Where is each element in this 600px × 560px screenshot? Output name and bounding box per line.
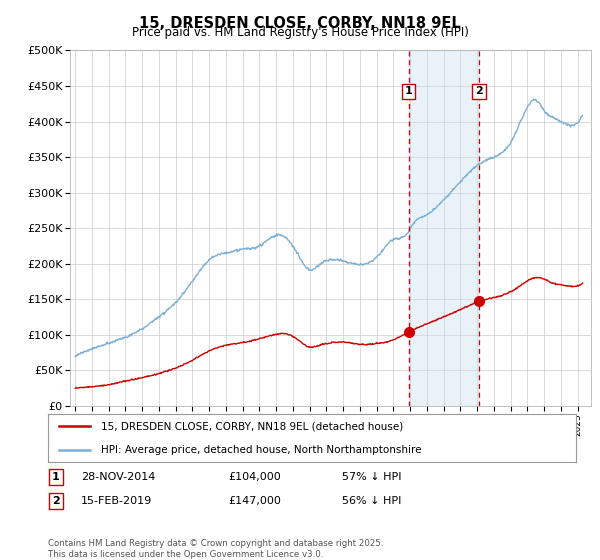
Text: 2: 2 — [52, 496, 59, 506]
Text: Price paid vs. HM Land Registry's House Price Index (HPI): Price paid vs. HM Land Registry's House … — [131, 26, 469, 39]
Text: 28-NOV-2014: 28-NOV-2014 — [81, 472, 155, 482]
Text: Contains HM Land Registry data © Crown copyright and database right 2025.
This d: Contains HM Land Registry data © Crown c… — [48, 539, 383, 559]
Text: 1: 1 — [52, 472, 59, 482]
Text: £147,000: £147,000 — [228, 496, 281, 506]
Text: 2: 2 — [475, 86, 483, 96]
Text: 15, DRESDEN CLOSE, CORBY, NN18 9EL (detached house): 15, DRESDEN CLOSE, CORBY, NN18 9EL (deta… — [101, 421, 403, 431]
Text: HPI: Average price, detached house, North Northamptonshire: HPI: Average price, detached house, Nort… — [101, 445, 421, 455]
Bar — [409, 50, 479, 406]
Text: 15, DRESDEN CLOSE, CORBY, NN18 9EL: 15, DRESDEN CLOSE, CORBY, NN18 9EL — [139, 16, 461, 31]
Text: 57% ↓ HPI: 57% ↓ HPI — [342, 472, 401, 482]
Text: 56% ↓ HPI: 56% ↓ HPI — [342, 496, 401, 506]
Text: 15-FEB-2019: 15-FEB-2019 — [81, 496, 152, 506]
Text: 1: 1 — [405, 86, 413, 96]
Text: £104,000: £104,000 — [228, 472, 281, 482]
